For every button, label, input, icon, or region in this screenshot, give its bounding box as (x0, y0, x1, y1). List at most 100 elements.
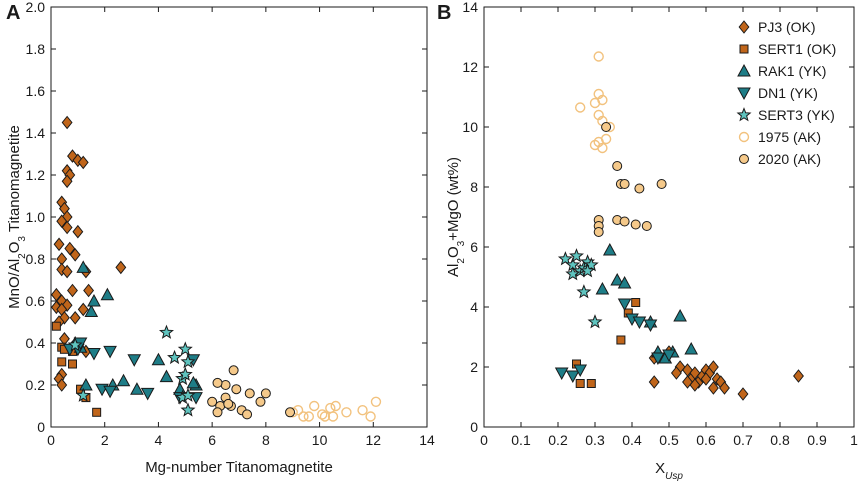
y-tick-label: 2.0 (26, 0, 46, 15)
point-rak1-yk (130, 382, 144, 395)
point-2020-ak (231, 384, 242, 395)
point-pj3-ok (56, 214, 68, 229)
point-2020-ak (220, 380, 231, 390)
x-tick-label: 14 (419, 432, 435, 448)
x-tick-label: 0.9 (807, 432, 827, 448)
point-rak1-yk (116, 373, 131, 387)
point-dn1-yk (573, 364, 588, 378)
point-rak1-yk (76, 260, 91, 273)
point-1975-ak (589, 97, 601, 109)
point-sert1-ok (616, 335, 626, 345)
point-sert3-yk (158, 324, 174, 339)
point-rak1-yk (87, 293, 101, 307)
point-pj3-ok (61, 264, 73, 279)
panel-a: A 0 2 4 6 8 10 12 14 0 0.2 0.4 0.6 0.8 1.0 1.2 1.4 1.6 1.… (6, 0, 435, 476)
point-pj3-ok (61, 174, 73, 189)
point-sert3-yk (180, 387, 196, 402)
point-pj3-ok (83, 283, 95, 298)
y-tick-label: 0.6 (26, 293, 46, 309)
legend-marker-2020-ak (739, 154, 749, 164)
point-1975-ak (327, 411, 339, 422)
y-tick-label: 0.4 (26, 335, 46, 351)
y-tick-label: 10 (462, 119, 478, 135)
point-sert3-yk (587, 314, 603, 329)
point-sert3-yk (580, 263, 596, 278)
point-2020-ak (619, 179, 630, 189)
point-rak1-yk (617, 275, 632, 289)
point-pj3-ok (737, 387, 749, 401)
panel-a-label: A (6, 2, 20, 24)
point-2020-ak (656, 179, 667, 189)
point-2020-ak (207, 396, 218, 407)
point-dn1-yk (189, 392, 203, 405)
y-tick-label: 0.2 (26, 377, 46, 393)
y-tick-label: 1.0 (26, 209, 46, 225)
point-dn1-yk (87, 348, 101, 361)
point-dn1-yk (127, 354, 142, 367)
x-tick-label: 0.2 (548, 432, 568, 448)
point-1975-ak (365, 411, 376, 422)
point-2020-ak (212, 377, 223, 388)
point-2020-ak (593, 227, 604, 237)
x-tick-label: 6 (208, 432, 216, 448)
point-1975-ak (357, 405, 368, 416)
point-pj3-ok (700, 372, 712, 386)
point-rak1-yk (100, 287, 115, 301)
point-2020-ak (242, 409, 253, 420)
point-2020-ak (612, 161, 623, 171)
y-tick-label: 2 (470, 359, 478, 375)
point-rak1-yk (610, 272, 625, 286)
point-2020-ak (285, 407, 296, 418)
point-sert1-ok (57, 357, 67, 367)
point-pj3-ok (115, 260, 127, 275)
x-tick-label: 0.4 (622, 432, 642, 448)
x-tick-label: 12 (365, 432, 381, 448)
point-1975-ak (593, 136, 604, 148)
legend-label-dn1-yk: DN1 (YK) (758, 85, 818, 101)
point-dn1-yk (662, 349, 676, 363)
point-dn1-yk (103, 345, 117, 359)
point-dn1-yk (565, 370, 580, 384)
point-sert3-yk (177, 366, 193, 381)
legend-label-sert1-ok: SERT1 (OK) (758, 41, 836, 57)
point-pj3-ok (707, 360, 719, 374)
y-tick-label: 14 (462, 0, 478, 15)
legend-label-sert3-yk: SERT3 (YK) (758, 107, 835, 123)
point-pj3-ok (67, 283, 78, 298)
point-rak1-yk (673, 308, 687, 322)
x-tick-label: 4 (155, 432, 163, 448)
point-pj3-ok (793, 369, 804, 383)
point-1975-ak (325, 402, 336, 414)
point-pj3-ok (72, 224, 84, 239)
legend-label-2020-ak: 2020 (AK) (758, 151, 821, 167)
legend-marker-sert1-ok (739, 44, 749, 54)
point-2020-ak (223, 398, 234, 409)
y-tick-label: 1.8 (26, 41, 46, 57)
point-1975-ak (292, 405, 304, 416)
point-dn1-yk (617, 298, 632, 312)
point-2020-ak (619, 216, 630, 227)
point-sert3-yk (180, 354, 196, 369)
panel-a-ticks: 0 2 4 6 8 10 12 14 0 0.2 0.4 0.6 0.8 1.0 1.2 1.4 1.6 1.8 2… (26, 0, 435, 448)
point-pj3-ok (648, 375, 660, 389)
point-rak1-yk (84, 304, 99, 317)
point-rak1-yk (595, 281, 610, 295)
point-pj3-ok (77, 155, 89, 170)
point-sert3-yk (67, 337, 83, 352)
point-pj3-ok (50, 300, 62, 315)
point-pj3-ok (707, 381, 719, 395)
point-pj3-ok (689, 378, 701, 392)
point-pj3-ok (53, 237, 65, 252)
y-tick-label: 4 (470, 299, 478, 315)
point-sert1-ok (586, 379, 596, 388)
legend-label-pj3-ok: PJ3 (OK) (758, 19, 816, 35)
x-tick-label: 0 (480, 432, 488, 448)
panel-b: B 0 0.1 0.2 0.3 0.4 0.5 0.6 0.7 0.8 0.9 1024681012… (437, 0, 858, 482)
x-tick-label: 0.5 (659, 432, 679, 448)
point-1975-ak (303, 411, 315, 422)
legend-label-rak1-yk: RAK1 (YK) (758, 63, 826, 79)
point-sert3-yk (576, 284, 592, 299)
y-tick-label: 8 (470, 179, 478, 195)
